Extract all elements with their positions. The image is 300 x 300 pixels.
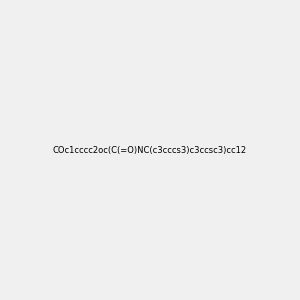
Text: COc1cccc2oc(C(=O)NC(c3cccs3)c3ccsc3)cc12: COc1cccc2oc(C(=O)NC(c3cccs3)c3ccsc3)cc12 [53, 146, 247, 154]
